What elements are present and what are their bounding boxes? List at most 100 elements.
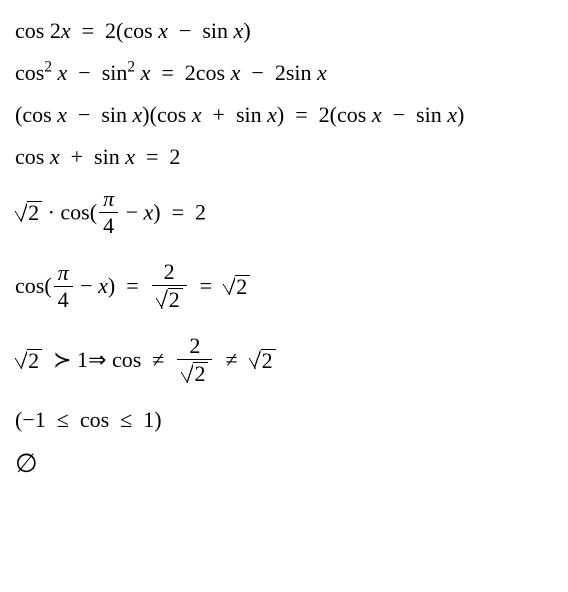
sqrt-2: 2 (249, 349, 276, 372)
minus: − (179, 18, 191, 43)
x: x (50, 144, 60, 169)
sin: sin (202, 18, 228, 43)
cos: cos (196, 60, 225, 85)
cos: cos (123, 18, 152, 43)
numerator: 2 (177, 335, 212, 360)
equation-line-8: (−1 ≤ cos ≤ 1) (15, 409, 553, 431)
minus: − (126, 200, 138, 225)
two: 2 (185, 60, 196, 85)
sin: sin (101, 102, 127, 127)
x: x (141, 60, 151, 85)
sin: sin (286, 60, 312, 85)
rparen: ) (108, 273, 115, 298)
fraction-2-root2: 2 2 (177, 335, 212, 385)
x: x (158, 18, 168, 43)
lparen: ( (44, 273, 51, 298)
one: 1 (77, 347, 88, 372)
minus: − (78, 60, 90, 85)
sqrt-2: 2 (15, 201, 42, 224)
x: x (61, 18, 71, 43)
rparen: ) (154, 407, 161, 432)
x: x (98, 273, 108, 298)
sqrt-2: 2 (156, 288, 183, 311)
lparen: ( (150, 102, 157, 127)
cos: cos (15, 18, 44, 43)
rparen: ) (457, 102, 464, 127)
x: x (133, 102, 143, 127)
cos: cos (15, 60, 44, 85)
sup-2: 2 (44, 59, 52, 76)
cos: cos (112, 347, 141, 372)
equation-line-1: cos 2x = 2(cos x − sin x) (15, 20, 553, 42)
x: x (125, 144, 135, 169)
fraction-pi-4: π 4 (54, 262, 73, 311)
ne: ≠ (225, 347, 237, 372)
sqrt-2: 2 (181, 362, 208, 385)
minus: − (78, 102, 90, 127)
neg-one: −1 (22, 407, 45, 432)
sqrt-2: 2 (223, 275, 250, 298)
denominator: 4 (99, 213, 118, 237)
equation-line-9: ∅ (15, 451, 553, 477)
rparen: ) (153, 200, 160, 225)
x: x (234, 18, 244, 43)
minus: − (393, 102, 405, 127)
x: x (231, 60, 241, 85)
le: ≤ (120, 407, 132, 432)
cos: cos (157, 102, 186, 127)
x: x (192, 102, 202, 127)
numerator: 2 (152, 261, 187, 286)
x: x (267, 102, 277, 127)
lparen: ( (330, 102, 337, 127)
x: x (317, 60, 327, 85)
numerator: π (54, 262, 73, 287)
sin: sin (416, 102, 442, 127)
equation-line-2: cos2 x − sin2 x = 2cos x − 2sin x (15, 62, 553, 84)
two: 2 (169, 144, 180, 169)
x: x (372, 102, 382, 127)
cos: cos (15, 144, 44, 169)
numerator: π (99, 188, 118, 213)
equation-line-5: 2 · cos( π 4 − x) = 2 (15, 188, 553, 237)
two: 2 (319, 102, 330, 127)
sin: sin (94, 144, 120, 169)
succ: ≻ (53, 347, 71, 372)
equation-line-3: (cos x − sin x)(cos x + sin x) = 2(cos x… (15, 104, 553, 126)
equals: = (126, 273, 138, 298)
cos: cos (80, 407, 109, 432)
minus: − (251, 60, 263, 85)
implies: ⇒ (88, 347, 106, 372)
denominator: 2 (152, 286, 187, 311)
x: x (144, 200, 154, 225)
two: 2 (195, 200, 206, 225)
plus: + (71, 144, 83, 169)
cos: cos (15, 273, 44, 298)
ne: ≠ (152, 347, 164, 372)
fraction-2-root2: 2 2 (152, 261, 187, 311)
empty-set: ∅ (15, 449, 38, 478)
cos: cos (337, 102, 366, 127)
minus: − (80, 273, 92, 298)
equals: = (146, 144, 158, 169)
rparen: ) (277, 102, 284, 127)
x: x (447, 102, 457, 127)
rparen: ) (142, 102, 149, 127)
equation-line-6: cos( π 4 − x) = 2 2 = 2 (15, 261, 553, 311)
sin: sin (102, 60, 128, 85)
equals: = (82, 18, 94, 43)
equation-line-4: cos x + sin x = 2 (15, 146, 553, 168)
denominator: 2 (177, 360, 212, 385)
le: ≤ (57, 407, 69, 432)
plus: + (213, 102, 225, 127)
sup-2: 2 (127, 59, 135, 76)
equals: = (295, 102, 307, 127)
two: 2 (105, 18, 116, 43)
equation-line-7: 2 ≻ 1⇒ cos ≠ 2 2 ≠ 2 (15, 335, 553, 385)
fraction-pi-4: π 4 (99, 188, 118, 237)
sqrt-2: 2 (15, 349, 42, 372)
equals: = (200, 273, 212, 298)
equals: = (161, 60, 173, 85)
cos: cos (22, 102, 51, 127)
two: 2 (50, 18, 61, 43)
rparen: ) (243, 18, 250, 43)
